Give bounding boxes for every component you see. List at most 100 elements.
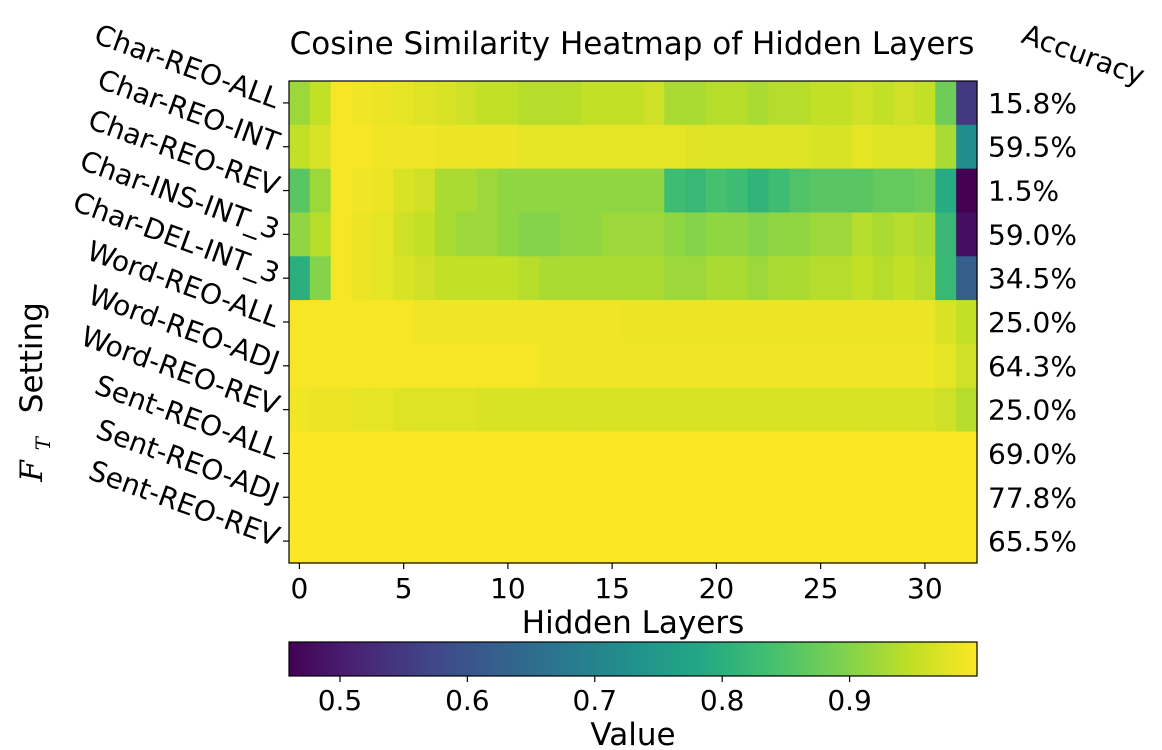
heatmap-cell [643,168,665,214]
heatmap-cell [685,212,707,257]
x-tick-label: 0 [291,572,309,605]
heatmap-cell [289,81,311,126]
heatmap-cell [434,519,457,564]
heatmap-cell [726,343,749,389]
heatmap-cell [851,81,874,126]
heatmap-cell [685,168,707,214]
heatmap-cell [872,519,895,564]
heatmap-cell [685,256,707,301]
heatmap-cell [831,168,853,214]
heatmap-cell [789,387,811,433]
heatmap-cell [956,431,978,476]
heatmap-cell [560,387,582,433]
heatmap-cell [393,81,415,126]
heatmap-cell [434,124,457,170]
heatmap-cell [789,256,811,301]
heatmap-cell [497,431,519,476]
accuracy-value: 59.0% [988,218,1077,251]
colorbar-tick-label: 0.6 [445,684,490,717]
heatmap-cell [622,168,645,214]
heatmap-cell [580,124,603,170]
heatmap-cell [414,124,436,170]
heatmap-cell [393,256,415,301]
heatmap-cell [601,519,624,564]
heatmap-cell [330,431,353,476]
heatmap-cell [622,387,645,433]
heatmap-cell [643,300,665,345]
heatmap-cell [914,256,936,301]
heatmap-cell [330,475,353,520]
heatmap-cell [351,300,373,345]
heatmap-cell [372,300,394,345]
heatmap-cell [372,168,394,214]
heatmap-cell [893,387,916,433]
heatmap-cell [497,168,519,214]
heatmap-cell [455,431,478,476]
heatmap-cell [309,212,332,257]
heatmap-cell [351,168,373,214]
heatmap-cell [768,124,790,170]
heatmap-cell [309,300,332,345]
y-axis-label-subscript: T [31,435,55,450]
colorbar-tick-label: 0.9 [827,684,872,717]
heatmap-cell [726,168,749,214]
heatmap-cell [309,343,332,389]
heatmap-cell [518,343,540,389]
heatmap-cell [518,300,540,345]
heatmap-cell [851,387,874,433]
heatmap-cell [601,387,624,433]
heatmap-cell [685,343,707,389]
accuracy-value: 77.8% [988,481,1077,514]
heatmap-cell [539,168,561,214]
heatmap-cell [434,256,457,301]
heatmap-cell [893,519,916,564]
heatmap-cell [289,124,311,170]
heatmap-cell [601,256,624,301]
heatmap-cell [831,256,853,301]
heatmap-cell [956,81,978,126]
heatmap-cell [643,343,665,389]
heatmap-cell [789,475,811,520]
heatmap-cell [768,343,790,389]
heatmap-cell [705,212,728,257]
heatmap-cell [497,212,519,257]
heatmap-cell [309,475,332,520]
heatmap-cell [476,300,499,345]
heatmap-cell [601,81,624,126]
heatmap-cell [810,212,832,257]
heatmap-cell [539,212,561,257]
heatmap-cell [518,387,540,433]
heatmap-cell [518,256,540,301]
heatmap-cell [289,431,311,476]
heatmap-cell [497,343,519,389]
heatmap-cell [726,124,749,170]
heatmap-cell [956,256,978,301]
heatmap-cell [351,387,373,433]
heatmap-cell [685,81,707,126]
colorbar-tick-label: 0.5 [318,684,363,717]
heatmap-cell [747,475,770,520]
heatmap-cell [434,431,457,476]
heatmap-cell [622,475,645,520]
accuracy-value: 15.8% [988,87,1077,120]
heatmap-cell [476,168,499,214]
heatmap-cell [309,168,332,214]
heatmap-cell [643,212,665,257]
heatmap-cell [560,343,582,389]
heatmap-cell [455,343,478,389]
heatmap-cell [309,387,332,433]
heatmap-cell [330,519,353,564]
accuracy-value: 1.5% [988,175,1059,208]
heatmap-cell [455,300,478,345]
heatmap-cell [497,124,519,170]
colorbar-tick-label: 0.8 [700,684,745,717]
heatmap-cell [289,256,311,301]
heatmap-cell [393,431,415,476]
heatmap-cell [768,519,790,564]
heatmap-cell [643,124,665,170]
heatmap-cell [309,519,332,564]
heatmap-cell [705,519,728,564]
heatmap-cell [810,387,832,433]
heatmap-cell [893,81,916,126]
heatmap-cell [956,124,978,170]
